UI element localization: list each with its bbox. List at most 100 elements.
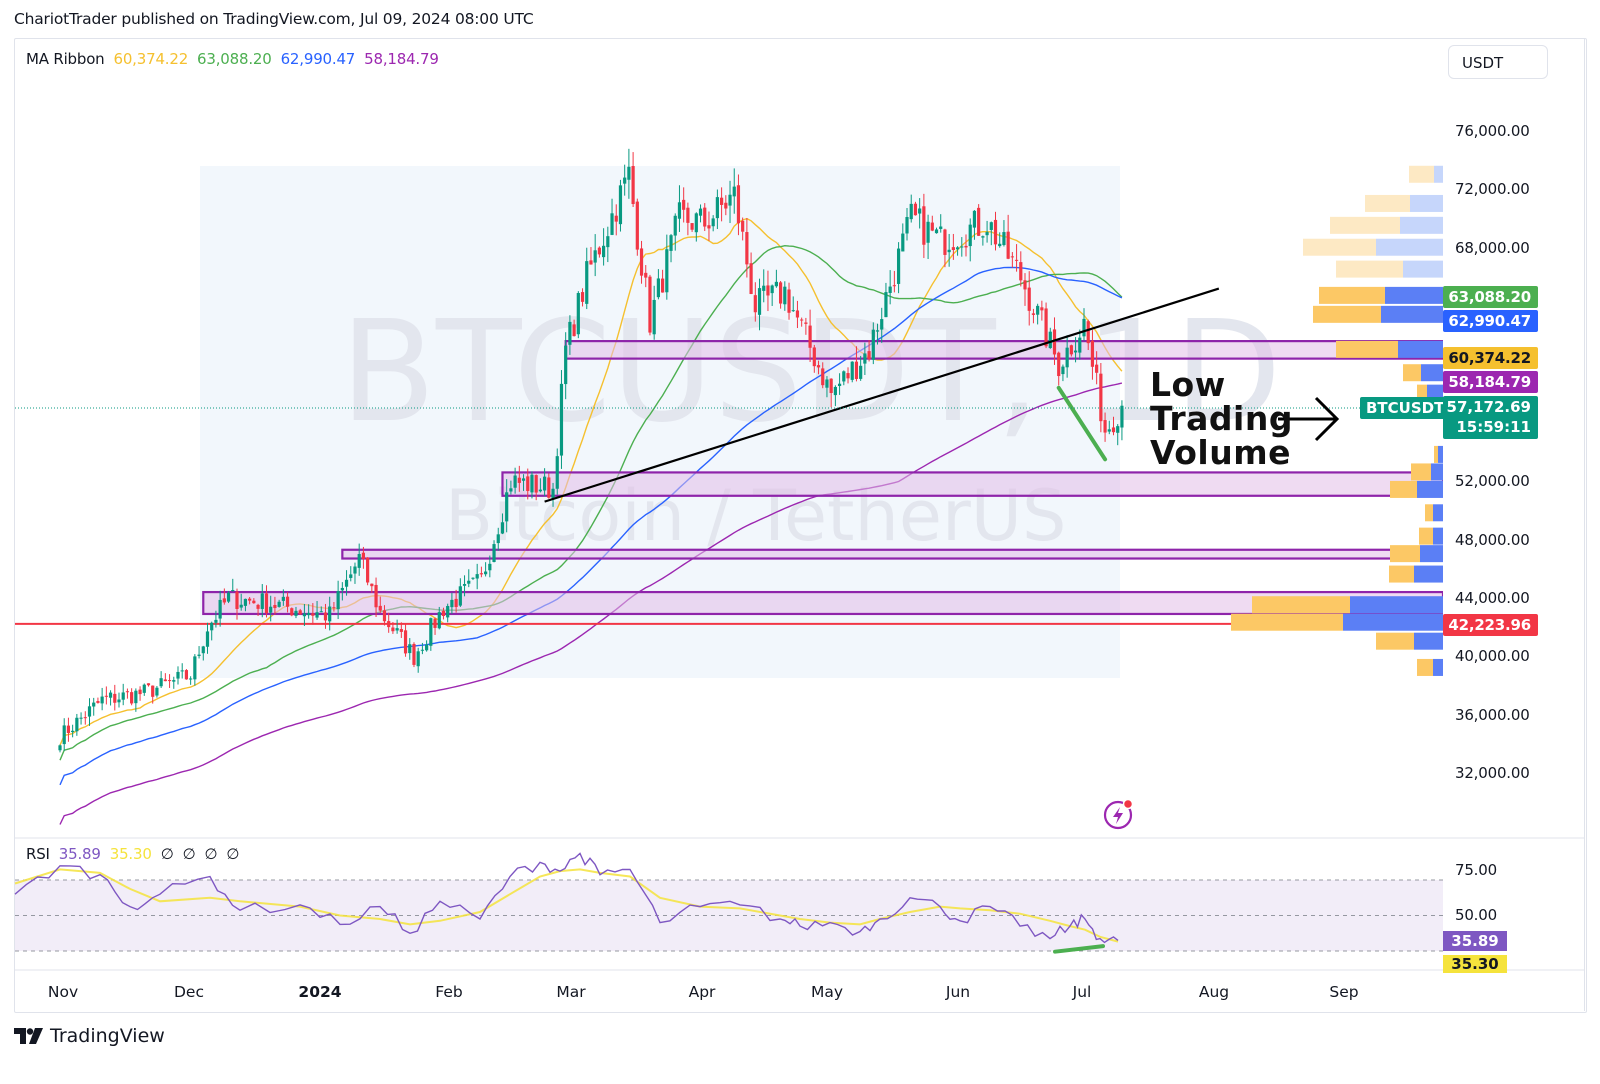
volume-profile-up	[1313, 305, 1381, 323]
candle-body	[783, 286, 787, 305]
candle-body	[387, 621, 391, 628]
candle-body	[344, 579, 349, 587]
candle-body	[458, 586, 462, 606]
candle-body	[888, 286, 892, 293]
tradingview-brand: TradingView	[50, 1025, 165, 1047]
candle-body	[719, 197, 724, 205]
candle-body	[222, 598, 226, 603]
time-tick: Nov	[47, 983, 79, 1001]
candle-body	[446, 605, 450, 618]
candle-body	[62, 725, 66, 745]
tradingview-logo-icon	[14, 1028, 43, 1044]
volume-profile-up	[1390, 545, 1420, 563]
candle-body	[159, 678, 163, 687]
candle-body	[703, 207, 707, 227]
time-tick: Jun	[945, 983, 971, 1001]
legend-ma20-value: 60,374.22	[113, 50, 189, 68]
candle-body	[918, 208, 922, 214]
candle-body	[1057, 352, 1061, 377]
rsi-value: 35.89	[58, 845, 101, 863]
volume-profile-up	[1319, 286, 1385, 304]
price-tick: 40,000.00	[1455, 647, 1530, 666]
price-tick: 44,000.00	[1455, 588, 1530, 607]
candle-body	[509, 488, 513, 492]
candle-body	[138, 689, 142, 695]
candle-body	[521, 478, 526, 481]
last-price-value: 57,172.69	[1446, 398, 1531, 416]
candle-body	[543, 476, 547, 491]
candle-body	[774, 281, 778, 287]
candle-body	[302, 613, 307, 617]
candle-body	[408, 644, 412, 654]
candle-body	[998, 243, 1002, 247]
time-tick: Aug	[1198, 983, 1230, 1001]
currency-button[interactable]: USDT	[1448, 45, 1548, 79]
price-label: 62,990.47	[1443, 310, 1538, 332]
price-tick: 48,000.00	[1455, 530, 1530, 549]
candle-body	[484, 571, 488, 575]
tradingview-logo[interactable]: TradingView	[14, 1025, 165, 1047]
volume-profile-down	[1421, 364, 1443, 382]
candle-body	[260, 593, 264, 609]
candle-body	[96, 701, 100, 703]
candle-body	[972, 210, 977, 228]
bar-countdown: 15:59:11	[1456, 418, 1531, 436]
candle-body	[1065, 347, 1069, 368]
candle-body	[880, 319, 884, 330]
volume-profile-up	[1417, 658, 1433, 676]
candle-body	[610, 213, 614, 235]
candle-body	[336, 591, 340, 610]
price-tick: 68,000.00	[1455, 238, 1530, 257]
candle-body	[1052, 329, 1057, 355]
volume-profile-down	[1385, 286, 1443, 304]
volume-profile-down	[1343, 613, 1443, 631]
candle-body	[273, 604, 277, 609]
volume-profile-up	[1389, 565, 1414, 583]
ma-100-line	[59, 266, 1123, 786]
candle-body	[682, 199, 686, 210]
support-zone-44k	[202, 590, 1443, 616]
candle-body	[167, 680, 172, 682]
candle-body	[75, 717, 79, 732]
volume-profile-down	[1350, 596, 1443, 614]
candle-body	[901, 233, 905, 252]
ma-ribbon-legend[interactable]: MA Ribbon 60,374.22 63,088.20 62,990.47 …	[26, 50, 439, 68]
candle-body	[471, 577, 475, 579]
candle-body	[58, 745, 62, 751]
candle-body	[1069, 345, 1073, 355]
candle-body	[151, 685, 155, 697]
candle-body	[378, 605, 382, 611]
candle-body	[766, 285, 770, 296]
rsi-axis-75: 75.00	[1455, 861, 1497, 879]
rsi-legend[interactable]: RSI 35.89 35.30 ∅ ∅ ∅ ∅	[26, 845, 239, 863]
candle-body	[690, 223, 694, 230]
candle-body	[134, 690, 138, 704]
price-divergence-line	[1056, 385, 1108, 462]
candle-body	[1019, 262, 1023, 281]
volume-profile-down	[1434, 165, 1443, 183]
candle-body	[264, 593, 269, 614]
candle-body	[125, 691, 130, 693]
flash-alert-icon[interactable]	[1102, 798, 1136, 836]
candle-body	[884, 292, 888, 318]
candle-body	[79, 717, 83, 719]
rsi-value-tag: 35.89	[1443, 931, 1507, 951]
candle-body	[500, 522, 505, 534]
time-tick: 2024	[298, 983, 342, 1001]
volume-profile-up	[1419, 527, 1433, 545]
candle-body	[92, 702, 96, 707]
candle-body	[732, 186, 736, 197]
annotation-line-1: Low	[1150, 365, 1226, 404]
candle-body	[201, 646, 205, 654]
candle-body	[71, 730, 75, 733]
candle-body	[597, 247, 601, 255]
candle-body	[627, 166, 631, 180]
candle-body	[1073, 350, 1078, 353]
candle-body	[652, 299, 656, 335]
candle-body	[66, 725, 71, 733]
candle-body	[239, 604, 243, 608]
candle-body	[311, 613, 315, 616]
candle-body	[361, 552, 366, 559]
price-label: 60,374.22	[1443, 347, 1538, 369]
